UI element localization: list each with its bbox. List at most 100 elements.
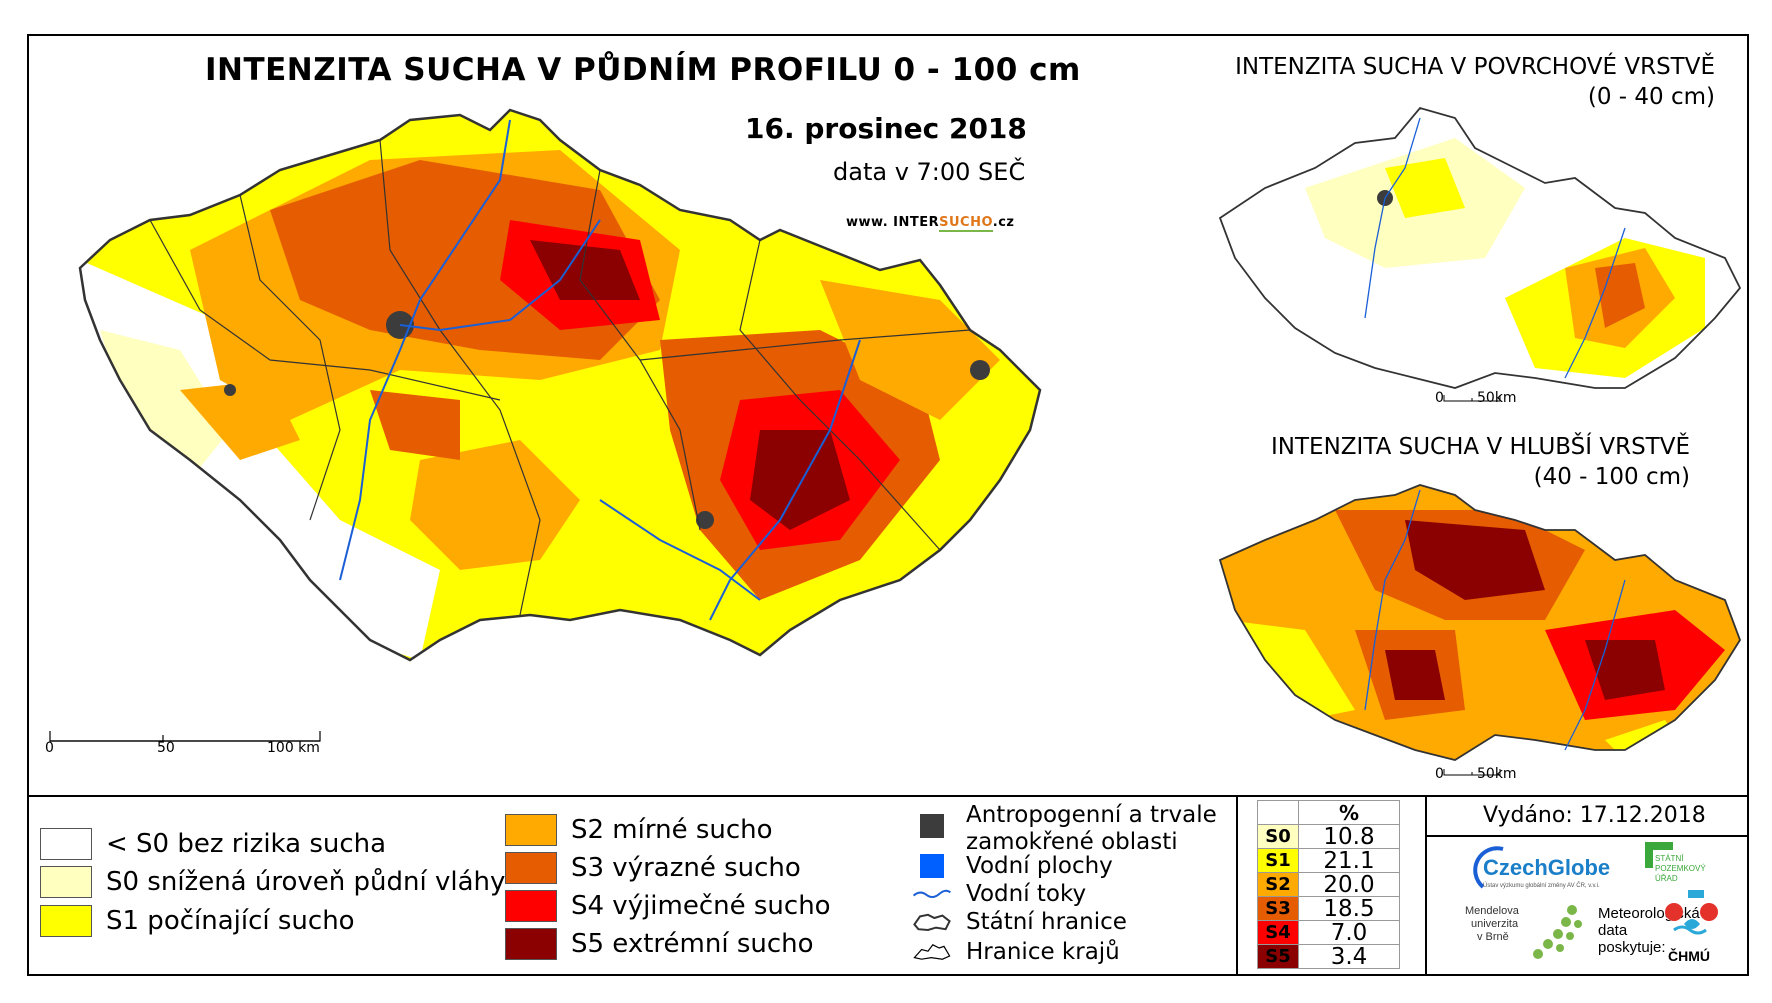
czechglobe-arc-icon [1473,846,1504,889]
legend-divider-table-right [1425,795,1427,976]
legend-divider-issued [1427,835,1749,837]
inset-surface-scale-bar [1443,395,1501,402]
table-row: S0 10.8 [1257,824,1400,849]
legend-swatch [505,814,557,846]
legend-symbol-label: Hranice krajů [966,939,1120,965]
legend-item-anthropogenic: Antropogenní a trvale zamokřené oblasti [912,802,1217,856]
state-border-icon [912,908,952,936]
table-row: S1 21.1 [1257,848,1400,873]
legend-item-region-border: Hranice krajů [912,938,1120,966]
chmu-logo-icon [1665,890,1718,935]
blue-square-icon [912,852,952,880]
map-date: 16. prosinec 2018 [745,112,1027,145]
table-row: S2 20.0 [1257,872,1400,897]
class-cell: S4 [1257,920,1299,945]
legend-item-s0: S0 snížená úroveň půdní vláhy [40,866,505,898]
legend-divider-table-left [1236,795,1238,976]
table-row: S3 18.5 [1257,896,1400,921]
legend-label: S4 výjimečné sucho [571,891,831,921]
inset-deep-scale [1442,762,1502,781]
map-title: INTENZITA SUCHA V PŮDNÍM PROFILU 0 - 100… [205,52,1081,88]
table-row: S4 7.0 [1257,920,1400,945]
legend-item-s1: S1 počínající sucho [40,905,355,937]
inset-deep-map [1218,484,1741,761]
main-scale-bar [48,728,338,747]
river-line-icon [912,880,952,908]
website-prefix: www. INTER [846,215,940,230]
inset-deep-range: (40 - 100 cm) [1533,464,1690,490]
table-header-row: % [1257,800,1400,825]
legend-swatch [505,890,557,922]
legend-symbol-label: Státní hranice [966,909,1127,935]
czechglobe-subtitle: Ústav výzkumu globální změny AV ČR, v.v.… [1483,883,1600,889]
inset-deep-title-text: INTENZITA SUCHA V HLUBŠÍ VRSTVĚ [1271,434,1690,460]
legend-swatch [40,866,92,898]
legend-label: S5 extrémní sucho [571,929,814,959]
legend-divider [27,795,1749,797]
value-cell: 10.8 [1298,824,1400,849]
table-row: S5 3.4 [1257,944,1400,969]
percent-header: % [1298,800,1400,825]
spu-text: STÁTNÍ POZEMKOVÝ ÚŘAD [1655,854,1706,883]
legend-swatch [505,928,557,960]
value-cell: 3.4 [1298,944,1400,969]
class-cell: S5 [1257,944,1299,969]
class-cell: S2 [1257,872,1299,897]
legend-swatch [505,852,557,884]
website-highlight: SUCHO [939,215,993,232]
legend-item-s4: S4 výjimečné sucho [505,890,831,922]
legend-label: S0 snížená úroveň půdní vláhy [106,867,506,897]
scale-label-50: 50 [157,740,175,756]
main-drought-map [78,108,1042,662]
inset-surface-scale-0: 0 [1435,390,1444,406]
legend-label: S2 mírné sucho [571,815,773,845]
legend-item-state-border: Státní hranice [912,908,1127,936]
legend-swatch [40,905,92,937]
value-cell: 21.1 [1298,848,1400,873]
issued-date: Vydáno: 17.12.2018 [1483,803,1706,828]
chmu-label: ČHMÚ [1668,948,1710,964]
drought-percent-table: % S0 10.8 S1 21.1 S2 20.0 S3 18.5 S4 7.0… [1257,800,1400,969]
legend-symbol-label: Vodní plochy [966,853,1113,879]
class-cell: S0 [1257,824,1299,849]
legend-item-s3: S3 výrazné sucho [505,852,801,884]
website-suffix: .cz [992,215,1015,230]
inset-surface-map [1218,106,1742,389]
mendel-dots-icon [1533,905,1582,959]
legend-symbol-label: Vodní toky [966,881,1087,907]
legend-label: S3 výrazné sucho [571,853,801,883]
inset-surface-range: (0 - 40 cm) [1587,84,1715,110]
legend-item-s5: S5 extrémní sucho [505,928,814,960]
value-cell: 7.0 [1298,920,1400,945]
inset-surface-title: INTENZITA SUCHA V POVRCHOVÉ VRSTVĚ (0 - … [1210,54,1715,110]
region-border-icon [912,938,952,966]
inset-deep-title: INTENZITA SUCHA V HLUBŠÍ VRSTVĚ (40 - 10… [1210,434,1690,490]
inset-surface-scale [1442,388,1502,407]
map-time: data v 7:00 SEČ [833,158,1026,186]
inset-surface-title-text: INTENZITA SUCHA V POVRCHOVÉ VRSTVĚ [1235,54,1715,80]
legend-item-rivers: Vodní toky [912,880,1086,908]
value-cell: 18.5 [1298,896,1400,921]
mendel-logo: Mendelova univerzita v Brně [1465,905,1519,943]
legend-item-s2: S2 mírné sucho [505,814,773,846]
legend-symbol-label: Antropogenní a trvale zamokřené oblasti [966,802,1217,855]
inset-deep-scale-bar [1443,769,1501,776]
website-link[interactable]: www. INTERSUCHO.cz [846,215,1015,232]
legend-label: < S0 bez rizika sucha [106,829,387,859]
scale-bar-graphic [49,731,321,742]
legend-swatch [40,828,92,860]
dark-square-icon [912,812,952,840]
scale-label-0: 0 [45,740,54,756]
class-cell: S3 [1257,896,1299,921]
class-cell: S1 [1257,848,1299,873]
spu-bar-icon [1645,842,1673,850]
legend-label: S1 počínající sucho [106,906,355,936]
inset-deep-scale-50: 50km [1477,766,1517,782]
inset-surface-scale-50: 50km [1477,390,1517,406]
legend-item-no-drought: < S0 bez rizika sucha [40,828,386,860]
czechglobe-name: CzechGlobe [1483,855,1611,880]
scale-label-100: 100 km [267,740,320,756]
legend-item-water-bodies: Vodní plochy [912,852,1113,880]
value-cell: 20.0 [1298,872,1400,897]
inset-deep-scale-0: 0 [1435,766,1444,782]
